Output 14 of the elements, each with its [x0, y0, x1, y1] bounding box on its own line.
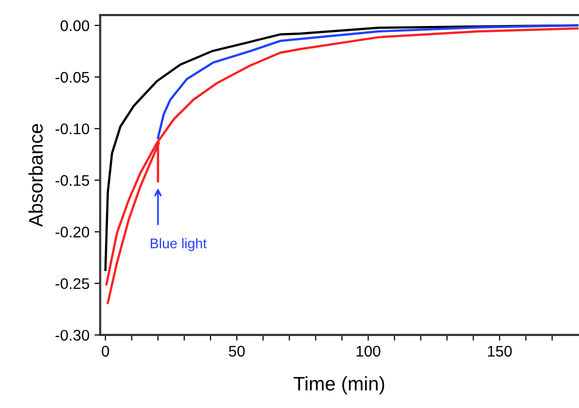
- x-tick-label: 100: [356, 346, 380, 357]
- y-axis-title: Absorbance: [28, 124, 43, 227]
- annotation: Blue light: [150, 238, 207, 252]
- y-tick-label: -0.10: [56, 123, 90, 134]
- y-tick-label: -0.20: [56, 226, 90, 238]
- y-tick-label: -0.30: [56, 330, 90, 341]
- y-tick-label: -0.05: [56, 72, 90, 83]
- y-tick-label: -0.15: [56, 175, 90, 186]
- x-tick-label: 50: [228, 346, 245, 357]
- x-tick-label: 0: [102, 346, 110, 357]
- x-tick-label: 150: [488, 346, 512, 357]
- y-tick-label: 0.00: [60, 20, 90, 32]
- x-axis-title: Time (min): [294, 376, 384, 394]
- y-tick-label: -0.25: [56, 278, 90, 290]
